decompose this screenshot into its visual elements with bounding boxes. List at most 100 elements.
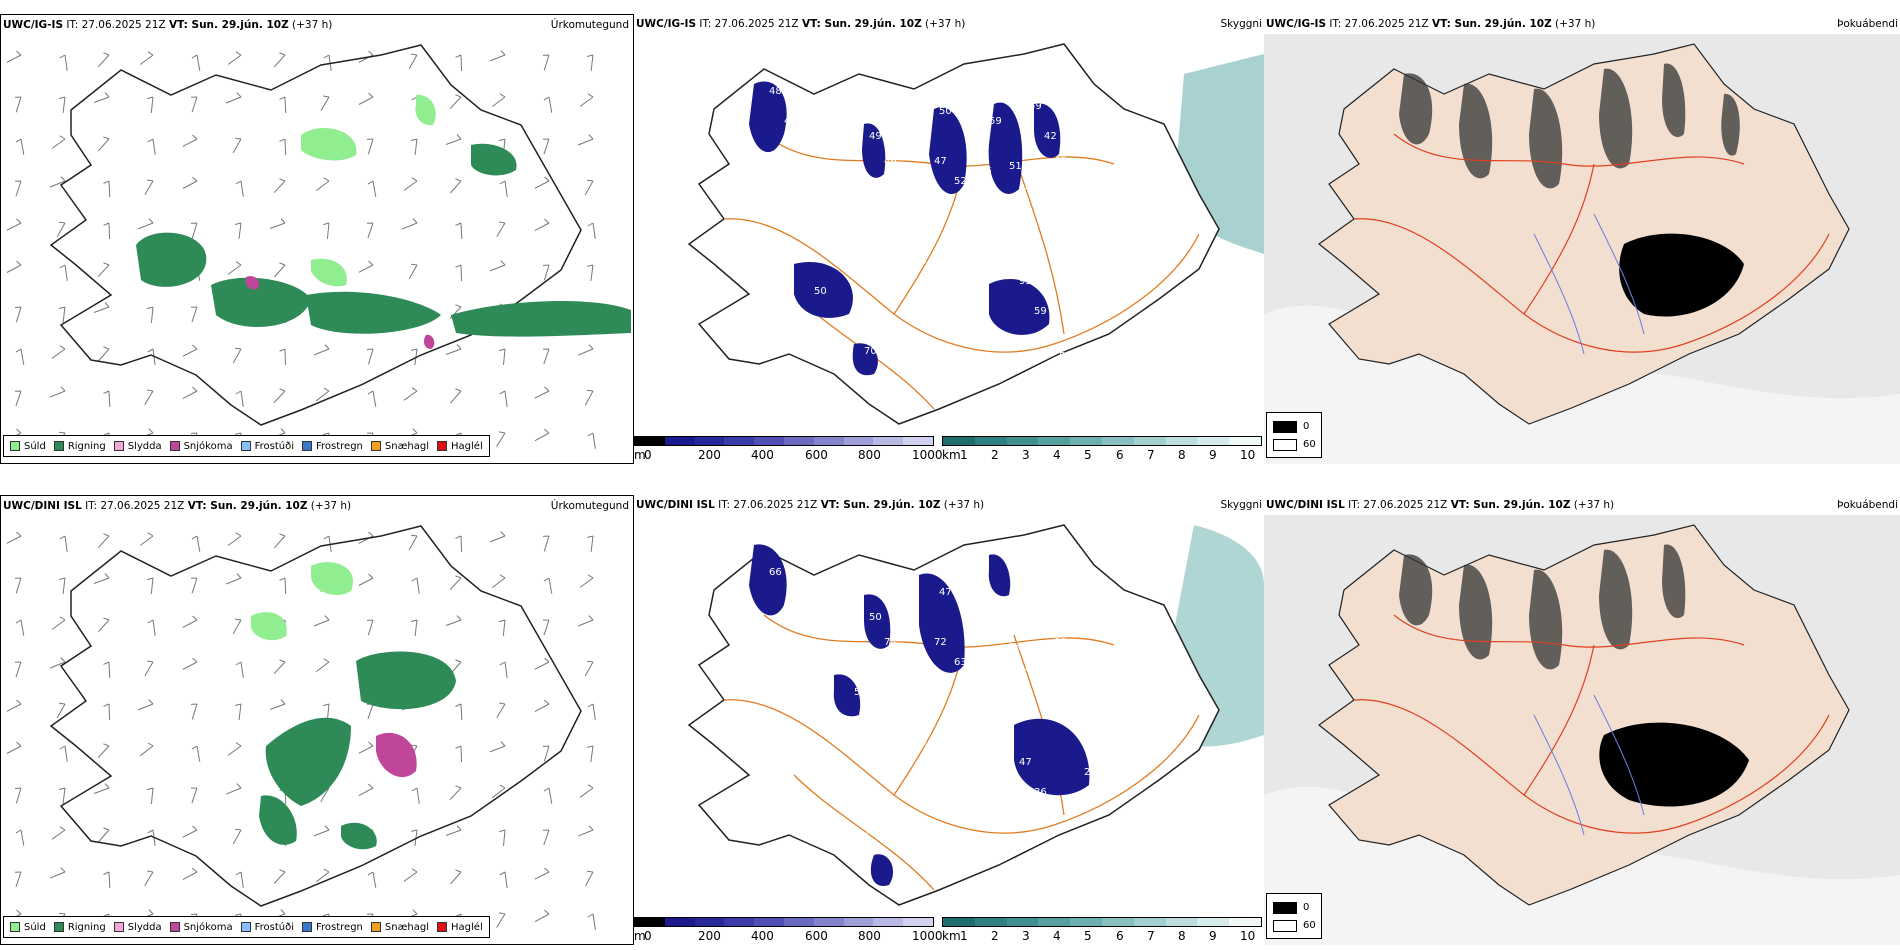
wind-barb	[108, 871, 111, 889]
ceiling-colorbar-segment	[724, 918, 755, 926]
ceiling-value-label: 43	[784, 116, 797, 127]
wind-barb-flag	[542, 264, 550, 266]
visibility-colorbar-tick: 1	[960, 448, 968, 462]
wind-barb-flag	[191, 745, 198, 750]
wind-barb-flag	[412, 909, 418, 915]
wind-barb	[182, 829, 198, 838]
wind-barb-flag	[411, 829, 418, 832]
legend-label: Súld	[24, 440, 46, 452]
wind-barb-flag	[192, 344, 198, 350]
wind-barb	[273, 661, 286, 675]
wind-barb	[496, 432, 506, 447]
wind-barb-flag	[455, 703, 462, 707]
ceiling-colorbar-segment	[635, 918, 665, 926]
wind-barb	[403, 390, 418, 401]
wind-barb	[64, 264, 68, 281]
ceiling-value-label: 63	[834, 727, 847, 738]
ceiling-colorbar-segment	[813, 437, 844, 445]
valid-time-label: VT:	[187, 500, 207, 512]
legend-swatch	[370, 441, 381, 451]
wind-barb-flag	[103, 703, 110, 707]
wind-barb	[584, 661, 594, 677]
wind-barb	[403, 871, 418, 882]
wind-barb-flag	[411, 348, 418, 351]
ceiling-colorbar-segment	[783, 918, 814, 926]
wind-barb-flag	[412, 428, 418, 434]
wind-barb	[579, 96, 594, 107]
wind-barb-flag	[280, 909, 286, 915]
legend-label: Snæhagl	[384, 440, 430, 452]
wind-barb	[226, 577, 242, 585]
wind-barb	[313, 829, 330, 837]
wind-barb-flag	[103, 743, 110, 747]
wind-barb	[182, 138, 198, 147]
model-name: UWC/DINI ISL	[1266, 499, 1345, 511]
wind-barb	[182, 390, 198, 400]
lead-time: (+37 h)	[921, 18, 966, 30]
wind-barb	[64, 54, 68, 71]
wind-barb	[590, 745, 594, 762]
legend-swatch	[10, 441, 20, 451]
ceiling-colorbar-tick: 400	[751, 448, 774, 462]
ceiling-value-label: 79	[884, 326, 897, 337]
wind-barb-flag	[16, 531, 22, 537]
legend-item: Súld	[10, 922, 46, 933]
legend-label: Snæhagl	[384, 921, 430, 933]
wind-barb	[445, 829, 462, 836]
ceiling-colorbar-segment	[903, 437, 933, 445]
wind-barb	[445, 138, 462, 145]
wind-barb-flag	[411, 868, 418, 873]
ceiling-title: Skyggni	[1220, 18, 1263, 30]
ceiling-value-label: 49	[774, 632, 787, 643]
wind-barb-flag	[499, 93, 506, 98]
fog-legend-swatch-60	[1273, 920, 1297, 932]
wind-barb-flag	[59, 135, 66, 140]
wind-barb-flag	[499, 574, 506, 579]
wind-barb-flag	[147, 870, 154, 873]
wind-barb-flag	[16, 909, 22, 915]
init-time: IT: 27.06.2025 21Z	[696, 18, 802, 30]
wind-barb	[144, 390, 154, 405]
wind-barb-flag	[279, 533, 286, 537]
wind-barb-flag	[14, 787, 22, 789]
wind-barb	[98, 348, 110, 362]
wind-barb	[450, 180, 462, 194]
wind-barb-flag	[588, 134, 594, 140]
visibility-colorbar-tick: 2	[991, 929, 999, 943]
wind-barb	[489, 745, 506, 753]
ceiling-value-label: 53	[774, 151, 787, 162]
wind-barb-flag	[235, 703, 242, 706]
fog-map-svg	[1264, 515, 1900, 945]
wind-barb-flag	[15, 829, 22, 834]
wind-barb-flag	[103, 346, 110, 350]
wind-barb	[504, 871, 508, 888]
ceiling-colorbar: m 0 200 400 600 800 1000	[634, 436, 943, 464]
ceiling-value-label: 59	[1034, 306, 1047, 317]
wind-barb	[196, 745, 201, 762]
wind-barb-flag	[499, 784, 506, 789]
wind-barb	[372, 390, 377, 407]
precip-type-map-row2: UWC/DINI ISL IT: 27.06.2025 21Z VT: Sun.…	[0, 495, 634, 945]
wind-barb-flag	[14, 306, 22, 308]
wind-barb	[97, 54, 110, 68]
wind-barb-flag	[455, 575, 462, 579]
wind-barb-flag	[411, 53, 418, 56]
wind-barb-flag	[59, 345, 66, 350]
wind-barb	[273, 871, 286, 884]
fog-legend-label-0: 0	[1303, 421, 1310, 432]
wind-barb-flag	[103, 827, 110, 831]
ceiling-value-label: 43	[784, 597, 797, 608]
visibility-colorbar: km 1 2 3 4 5 6 7 8 9 10	[942, 436, 1262, 464]
wind-barb	[504, 661, 508, 678]
ceiling-visibility-map-row1: 48 43 53 50 49 46 50 71 59 59 42 65 85 44 47 52 46 51 56 50…	[634, 14, 1264, 464]
wind-barb-flag	[235, 871, 242, 876]
wind-barb-flag	[60, 657, 66, 663]
lead-time: (+37 h)	[288, 19, 333, 31]
wind-barb-flag	[500, 741, 506, 747]
wind-barb	[449, 96, 462, 110]
wind-barb-flag	[587, 745, 594, 748]
wind-barb-flag	[587, 179, 594, 182]
visibility-colorbar-bar	[942, 917, 1262, 927]
wind-barb	[20, 138, 25, 155]
wind-barb-flag	[103, 52, 110, 56]
